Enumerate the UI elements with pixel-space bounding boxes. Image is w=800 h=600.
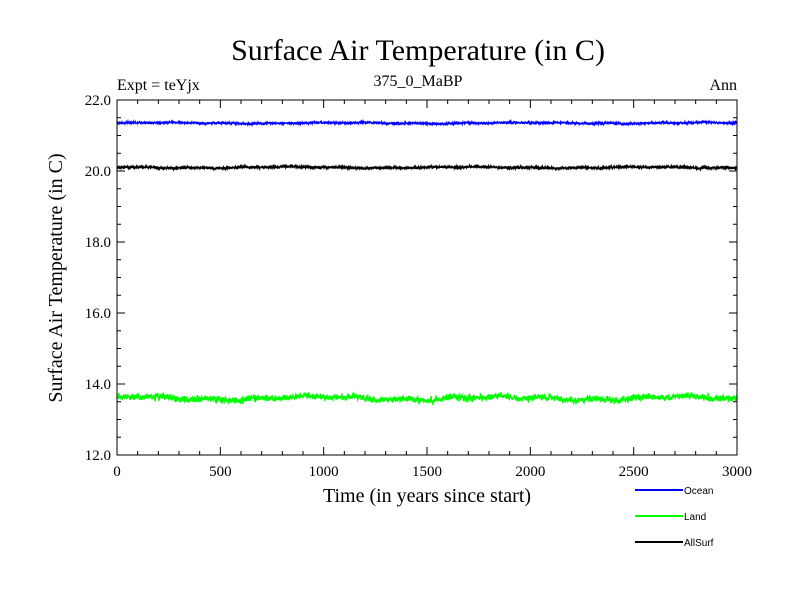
- period-label: 375_0_MaBP: [374, 73, 463, 90]
- series-line-ocean: [116, 118, 738, 128]
- season-label: Ann: [709, 77, 737, 94]
- x-axis-label: Time (in years since start): [323, 485, 531, 507]
- axes: 0 500 1000 1500 2000 2500 3000 12.0 14.0 16.0 18.0…: [85, 93, 752, 480]
- x-tick-label: 0: [113, 464, 121, 480]
- legend-label: Ocean: [684, 486, 713, 497]
- series-line-land: [116, 390, 738, 406]
- series-line-allsurf: [116, 162, 738, 173]
- legend-item-land: Land: [635, 512, 706, 523]
- legend-item-ocean: Ocean: [635, 486, 713, 497]
- y-tick-label: 18.0: [85, 235, 111, 251]
- x-tick-label: 3000: [722, 464, 752, 480]
- y-tick-label: 22.0: [85, 93, 111, 109]
- experiment-label: Expt = teYjx: [117, 77, 200, 94]
- y-tick-label: 14.0: [85, 377, 111, 393]
- x-tick-label: 1500: [412, 464, 442, 480]
- x-tick-label: 2500: [619, 464, 649, 480]
- series-layer: [116, 118, 738, 406]
- legend-item-allsurf: AllSurf: [635, 538, 714, 549]
- legend: Ocean Land AllSurf: [635, 486, 714, 549]
- y-tick-label: 12.0: [85, 448, 111, 464]
- y-tick-label: 20.0: [85, 164, 111, 180]
- chart-title: Surface Air Temperature (in C): [231, 34, 605, 67]
- legend-label: Land: [684, 512, 706, 523]
- legend-label: AllSurf: [684, 538, 714, 549]
- x-tick-label: 1000: [309, 464, 339, 480]
- x-tick-label: 500: [209, 464, 232, 480]
- y-axis-label: Surface Air Temperature (in C): [45, 153, 67, 402]
- y-tick-label: 16.0: [85, 306, 111, 322]
- x-tick-label: 2000: [515, 464, 545, 480]
